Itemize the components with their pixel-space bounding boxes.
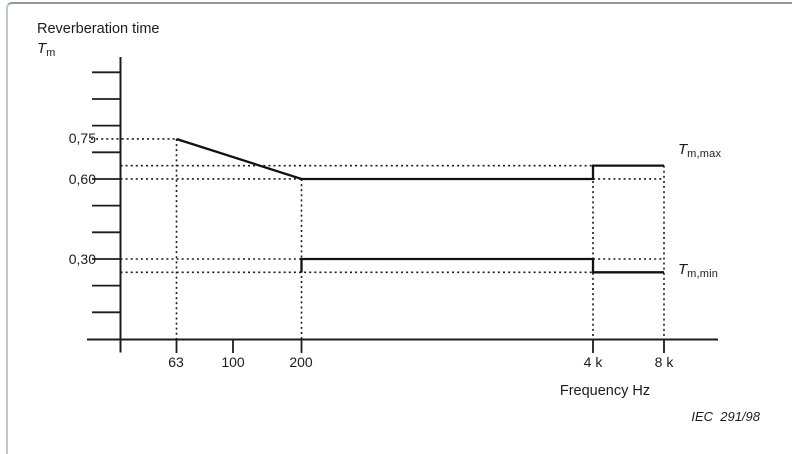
y-tick-label-075: 0,75 <box>68 130 96 146</box>
tmin-sub: m,min <box>687 268 719 280</box>
x-tick-label-63: 63 <box>168 354 184 370</box>
y-symbol-base: T <box>37 40 47 57</box>
chart-title: Reverberation time <box>37 21 160 37</box>
series-tmax <box>176 137 664 181</box>
x-axis-title: Frequency Hz <box>559 383 651 399</box>
tmax-sub: m,max <box>687 148 722 160</box>
curve-label-tmax: Tm,max <box>678 141 721 160</box>
x-tick-label-100: 100 <box>221 354 245 370</box>
x-tick-label-4k: 4 k <box>583 354 603 370</box>
tmin-base: T <box>678 261 688 278</box>
y-tick-label-030: 0,30 <box>68 251 96 267</box>
y-tick-label-060: 0,60 <box>68 171 96 187</box>
y-axis-symbol: Tm <box>37 40 56 59</box>
series-tmin <box>300 257 664 274</box>
x-tick-label-200: 200 <box>289 354 313 370</box>
figure-reference-caption: IEC 291/98 <box>691 409 760 424</box>
curve-label-tmin: Tm,min <box>678 261 718 280</box>
y-symbol-sub: m <box>46 47 56 59</box>
figure-frame <box>6 2 792 454</box>
tmax-base: T <box>678 141 688 158</box>
x-tick-label-8k: 8 k <box>654 354 674 370</box>
